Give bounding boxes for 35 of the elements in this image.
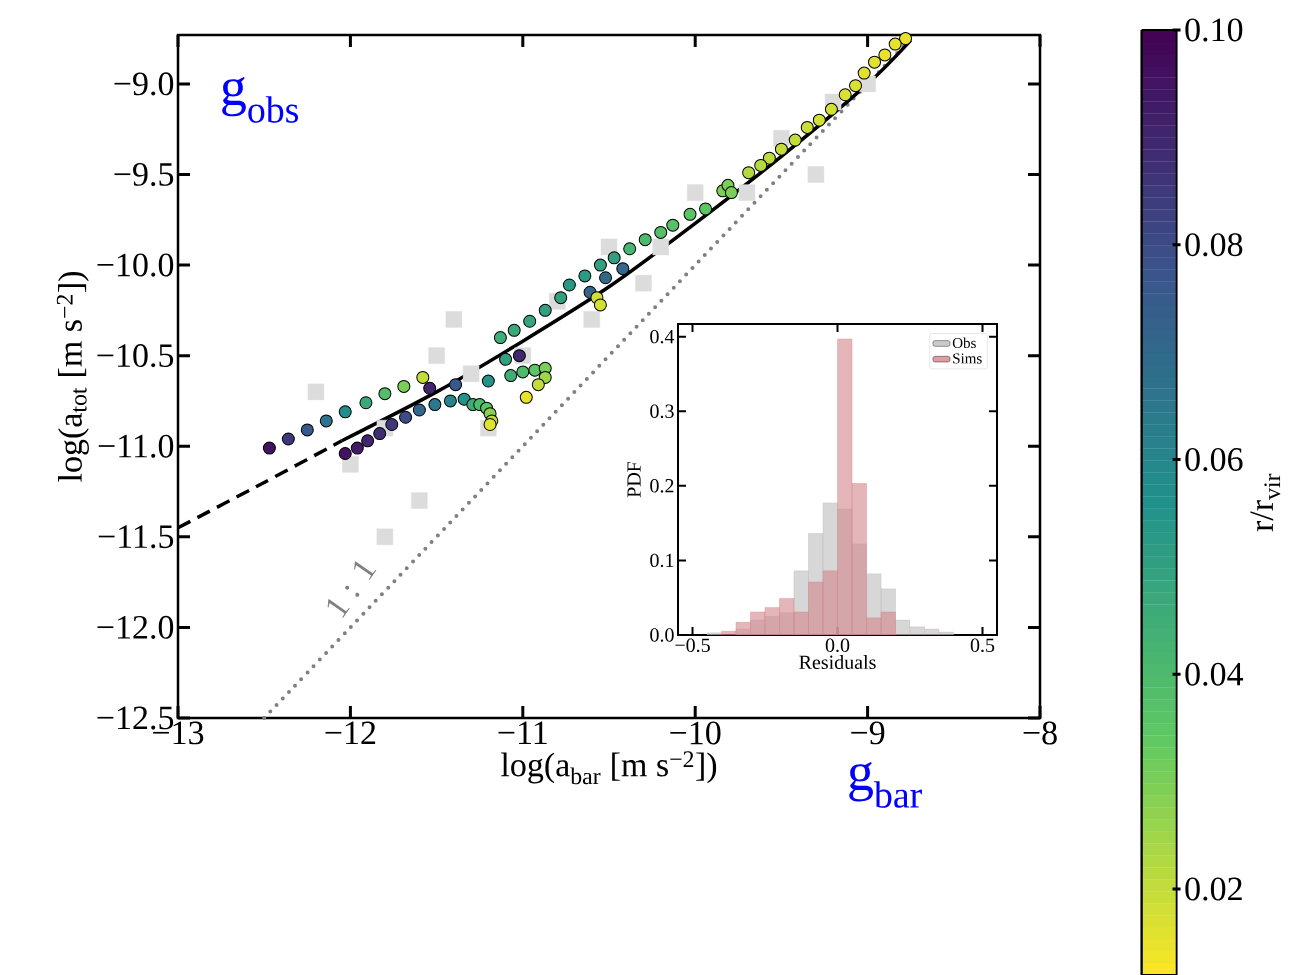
x-tick-label: −12	[325, 721, 376, 745]
color-bar-title: r/r$_{vir}$	[1250, 473, 1281, 532]
color-bar-label: 0.04	[1185, 662, 1244, 686]
x-tick-label: −8	[1023, 721, 1057, 745]
color-bar-label: 0.08	[1185, 233, 1243, 257]
annotation: 1 : 1	[327, 561, 377, 618]
annotation: g$_{obs}$	[222, 77, 299, 123]
y-tick-label: −10.5	[97, 344, 174, 368]
y-tick-label: 0.0	[650, 628, 674, 642]
color-bar-label: 0.02	[1185, 877, 1242, 901]
color-bar-label: 0.06	[1185, 447, 1243, 472]
y-tick-label: −10.0	[97, 253, 174, 277]
y-tick-label: −12.0	[97, 615, 174, 639]
y-tick-label: 0.2	[650, 479, 674, 493]
x-tick-label: −10	[670, 721, 721, 745]
y-tick-label: −11.0	[98, 434, 174, 458]
y-tick-label: −9.0	[114, 72, 174, 96]
x-tick-label: 0.5	[970, 638, 995, 653]
text: g$_{bar}$	[849, 762, 922, 808]
y-axis-title: log(a$_{tot}$ [m s$^{−2}$])	[56, 272, 89, 482]
color-bar-label: 0.10	[1185, 18, 1243, 42]
y-axis-title: PDF	[627, 461, 641, 498]
y-tick-label: 0.1	[650, 553, 674, 568]
x-axis-title: log(a$_{bar}$ [m s$^{−2}$])	[501, 751, 717, 785]
x-axis-title: Residuals	[799, 654, 876, 670]
y-tick-label: −11.5	[98, 525, 174, 549]
legend-label: Obs	[952, 337, 976, 349]
y-tick-label: 0.3	[650, 404, 674, 419]
y-tick-label: −9.5	[114, 163, 174, 186]
x-tick-label: −0.5	[675, 638, 710, 653]
x-tick-label: −9	[851, 721, 885, 745]
y-tick-label: 0.4	[650, 329, 675, 344]
x-tick-label: −11	[498, 721, 547, 744]
x-tick-label: 0.0	[825, 638, 850, 653]
legend-label: Sims	[953, 353, 982, 364]
